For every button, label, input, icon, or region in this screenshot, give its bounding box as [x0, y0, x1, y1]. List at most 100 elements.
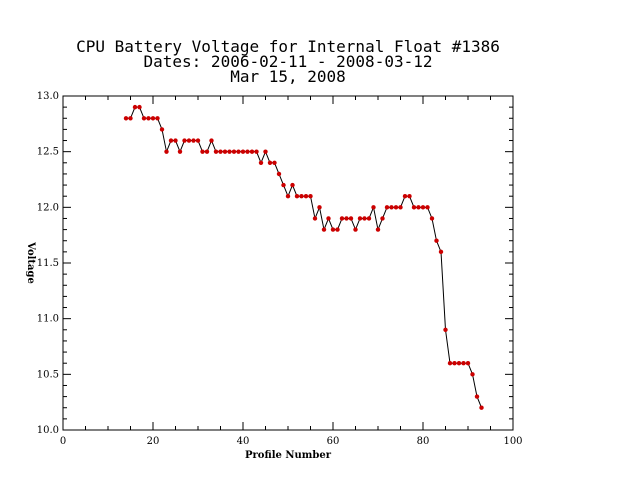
data-point	[249, 149, 255, 154]
data-point	[276, 171, 282, 177]
data-point	[416, 205, 421, 210]
data-point	[213, 149, 219, 154]
data-point	[303, 194, 309, 199]
data-point	[258, 160, 264, 165]
data-point	[393, 205, 399, 210]
data-point	[335, 227, 340, 232]
axes: 0 20 40 60 80 100 10.0 10.5 11.0 11.5 12.0 12.5 13.0	[37, 91, 523, 447]
y-tick-label: 11.0	[37, 314, 59, 325]
data-point	[366, 216, 372, 221]
data-point	[159, 127, 165, 132]
data-point	[470, 372, 475, 377]
data-point	[272, 160, 277, 165]
data-point	[294, 194, 300, 199]
data-point	[348, 216, 354, 221]
y-tick-label: 10.5	[37, 369, 59, 380]
x-tick-label: 80	[417, 436, 430, 447]
data-point	[474, 394, 480, 399]
data-point	[182, 138, 187, 143]
data-point	[263, 149, 268, 154]
x-tick-label: 40	[237, 436, 250, 447]
x-tick-label: 20	[147, 436, 160, 447]
data-point	[317, 205, 322, 210]
x-axis-label: Profile Number	[245, 450, 332, 461]
data-point	[438, 249, 444, 255]
y-axis-label: Voltage	[25, 241, 36, 284]
data-point	[447, 361, 453, 366]
data-point	[443, 327, 448, 332]
data-point	[218, 149, 223, 154]
data-point	[456, 361, 462, 366]
data-point	[389, 205, 394, 210]
data-point	[195, 138, 201, 143]
data-point	[186, 138, 192, 143]
data-point	[290, 182, 295, 188]
data-point	[479, 405, 484, 410]
data-point	[128, 116, 133, 121]
data-point	[465, 361, 471, 366]
data-point	[425, 205, 430, 210]
data-point	[191, 138, 196, 143]
data-point	[236, 149, 241, 154]
data-point	[168, 138, 174, 143]
data-point	[434, 238, 439, 243]
data-point	[299, 194, 304, 199]
data-point	[384, 205, 390, 210]
data-point	[209, 138, 214, 143]
data-point	[398, 205, 403, 210]
data-point	[402, 194, 408, 199]
x-tick-label: 0	[60, 436, 66, 447]
data-point	[254, 149, 259, 154]
data-point	[375, 227, 381, 232]
data-point	[222, 149, 228, 154]
data-point	[330, 227, 336, 232]
data-point	[204, 149, 210, 154]
data-point	[281, 182, 286, 188]
y-tick-label: 11.5	[37, 258, 59, 269]
data-point	[339, 216, 345, 221]
plot-frame	[62, 95, 514, 431]
data-point	[132, 104, 138, 110]
data-point	[240, 149, 246, 154]
y-tick-label: 12.0	[37, 202, 59, 213]
data-point	[177, 149, 183, 154]
voltage-series	[123, 104, 484, 410]
data-point	[155, 116, 160, 121]
title-line-3: Mar 15, 2008	[230, 67, 346, 86]
y-tick-label: 12.5	[37, 147, 59, 158]
data-point	[452, 361, 457, 366]
data-point	[267, 160, 273, 165]
data-point	[200, 149, 205, 154]
data-point	[326, 216, 331, 221]
x-tick-label: 60	[327, 436, 340, 447]
data-point	[137, 104, 142, 110]
data-point	[245, 149, 250, 154]
data-point	[357, 216, 363, 221]
data-point	[380, 216, 385, 221]
data-point	[371, 205, 376, 210]
x-tick-label: 100	[503, 436, 522, 447]
data-point	[285, 194, 291, 199]
data-point	[146, 116, 151, 121]
chart-title: CPU Battery Voltage for Internal Float #…	[76, 37, 500, 86]
data-point	[164, 149, 169, 154]
data-point	[411, 205, 417, 210]
data-point	[141, 116, 147, 121]
data-point	[321, 227, 327, 232]
data-point	[308, 194, 313, 199]
data-point	[353, 227, 358, 232]
data-point	[429, 216, 435, 221]
data-point	[312, 216, 318, 221]
title-line-2: Dates: 2006-02-11 - 2008-03-12	[144, 52, 433, 71]
y-tick-label: 13.0	[37, 91, 59, 102]
data-point	[344, 216, 349, 221]
y-tick-label: 10.0	[37, 425, 59, 436]
data-point	[150, 116, 156, 121]
data-point	[227, 149, 232, 154]
data-point	[362, 216, 367, 221]
data-point	[231, 149, 237, 154]
title-line-1: CPU Battery Voltage for Internal Float #…	[76, 37, 500, 56]
data-point	[420, 205, 426, 210]
data-point	[173, 138, 178, 143]
